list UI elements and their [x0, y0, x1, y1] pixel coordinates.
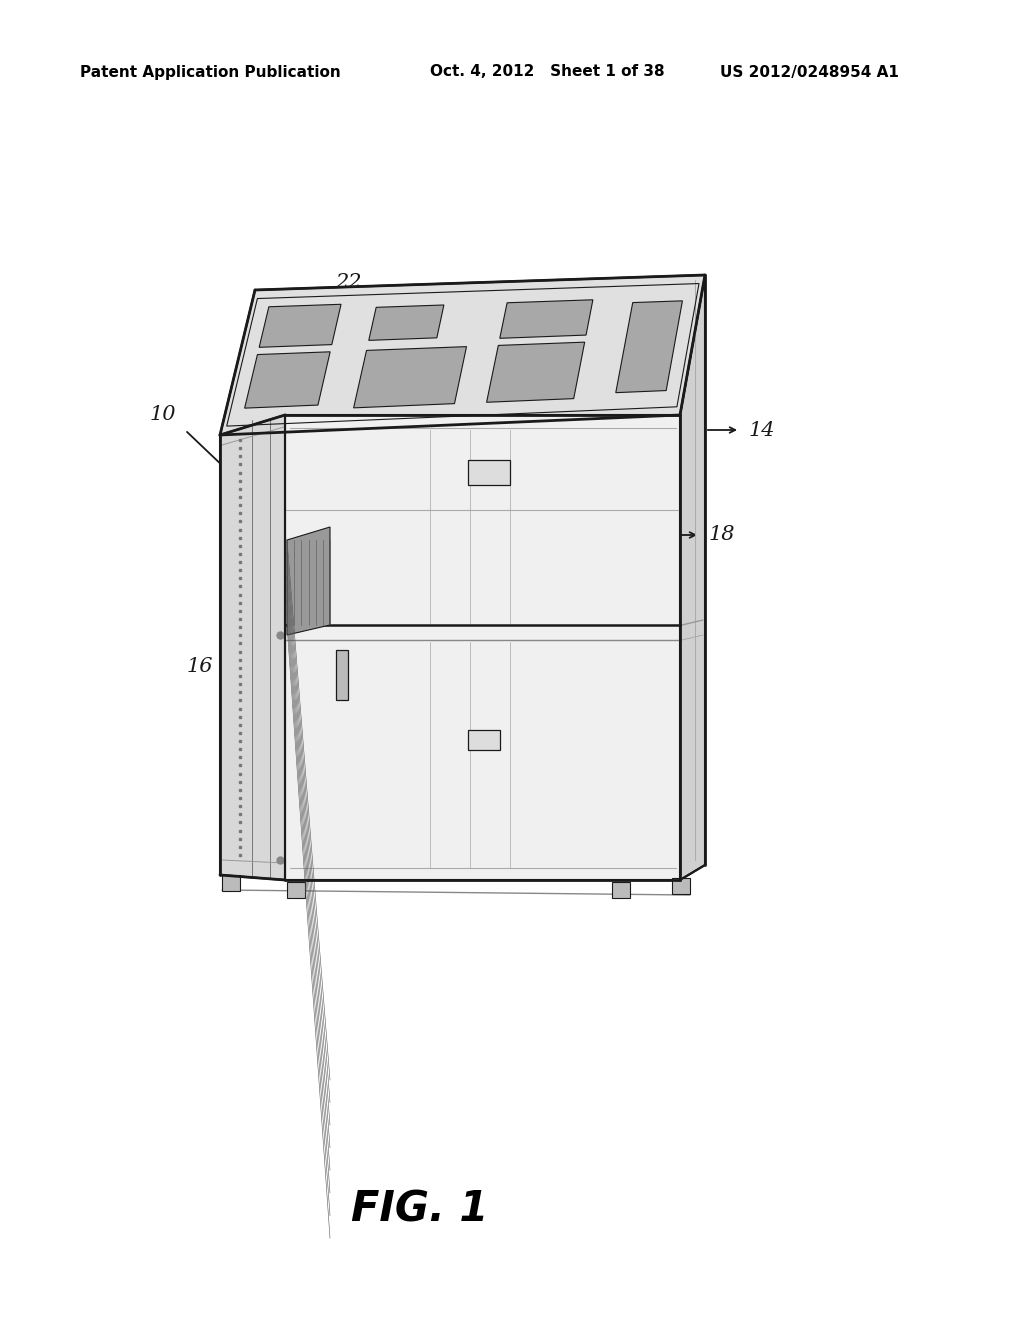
Text: FIG. 1: FIG. 1 — [351, 1189, 488, 1232]
Polygon shape — [486, 342, 585, 403]
Polygon shape — [259, 305, 341, 347]
Bar — [222, 875, 240, 891]
Text: 10: 10 — [150, 405, 176, 425]
Bar — [612, 882, 630, 898]
Text: 20: 20 — [645, 821, 672, 840]
Text: 16: 16 — [186, 656, 213, 676]
Polygon shape — [369, 305, 443, 341]
Text: 18: 18 — [709, 525, 735, 544]
Polygon shape — [500, 300, 593, 338]
Polygon shape — [468, 730, 500, 750]
Polygon shape — [468, 459, 510, 484]
Bar — [672, 878, 690, 894]
Text: 22: 22 — [335, 272, 361, 292]
Polygon shape — [220, 414, 285, 880]
Polygon shape — [615, 301, 682, 392]
Text: 12: 12 — [220, 553, 246, 572]
Bar — [287, 882, 305, 898]
Polygon shape — [680, 275, 705, 880]
Polygon shape — [220, 275, 705, 436]
Text: Patent Application Publication: Patent Application Publication — [80, 65, 341, 79]
Polygon shape — [336, 649, 348, 700]
Text: Oct. 4, 2012   Sheet 1 of 38: Oct. 4, 2012 Sheet 1 of 38 — [430, 65, 665, 79]
Polygon shape — [285, 414, 680, 880]
Text: 14: 14 — [749, 421, 775, 440]
Text: US 2012/0248954 A1: US 2012/0248954 A1 — [720, 65, 899, 79]
Polygon shape — [353, 347, 467, 408]
Polygon shape — [245, 352, 330, 408]
Polygon shape — [287, 527, 330, 635]
